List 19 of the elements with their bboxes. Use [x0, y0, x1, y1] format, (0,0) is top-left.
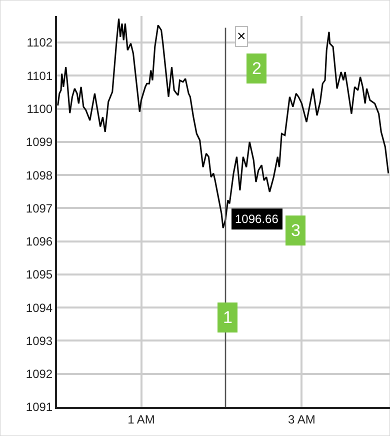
y-tick-label: 1100: [26, 102, 53, 116]
y-tick-label: 1094: [26, 300, 53, 315]
y-tick-label: 1101: [26, 68, 53, 83]
y-tick-label: 1096: [26, 234, 53, 249]
annotation: 1: [223, 308, 232, 327]
y-tick-label: 1098: [26, 168, 53, 182]
annotation: 1096.66: [235, 212, 279, 226]
annotation: ×: [237, 28, 246, 45]
x-tick-label: 3 AM: [288, 412, 316, 426]
y-tick-label: 1097: [26, 201, 53, 216]
y-tick-label: 1093: [26, 334, 53, 348]
y-tick-label: 1095: [26, 268, 53, 282]
x-tick-label: 1 AM: [128, 412, 155, 426]
y-tick-label: 1099: [26, 135, 53, 150]
y-tick-label: 1102: [26, 36, 53, 50]
y-tick-label: 1091: [26, 400, 53, 414]
y-tick-label: 1092: [26, 367, 53, 382]
annotation: 3: [291, 221, 300, 240]
annotation: 2: [252, 59, 262, 78]
